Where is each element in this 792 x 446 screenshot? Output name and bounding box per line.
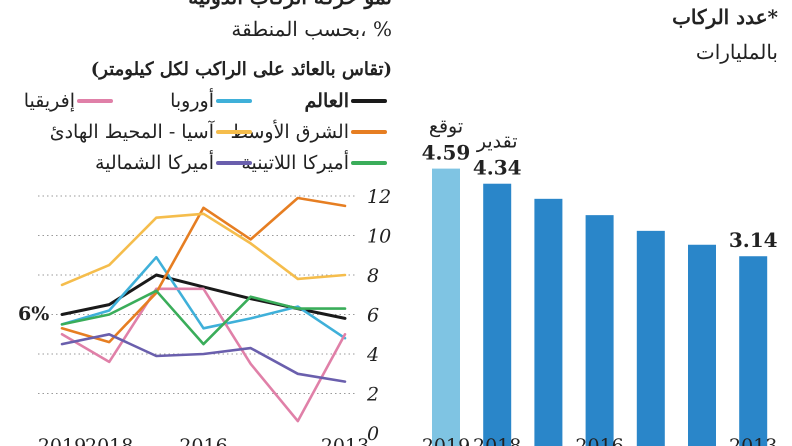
bar-x-tick-label: 2016 [575,435,623,446]
y-tick-label: 2 [366,384,379,406]
bar-value-label: 4.59 [422,141,471,165]
bar [534,198,563,446]
x-tick-label: 2016 [179,435,227,446]
legend-label: أميركا الشمالية [95,149,214,174]
bar-x-tick-label: 2013 [729,435,777,446]
bar-x-tick-label: 2019 [422,435,470,446]
legend-label: آسيا - المحيط الهادئ [50,120,215,143]
left-chart-measure-note: (تقاس بالعائد على الراكب لكل كيلومتر) [91,59,392,80]
y-tick-label: 10 [367,226,391,248]
legend-label: أوروبا [170,87,214,112]
bar [585,215,614,446]
right-chart-title: عدد الركاب* [672,5,778,30]
legend-label: العالم [305,90,349,112]
legend-label: إفريقيا [24,90,75,112]
series-line [60,196,347,344]
x-tick-label: 2013 [321,435,369,446]
bar-note-label: توقع [429,116,463,138]
right-chart-subtitle: بالمليارات [696,40,778,64]
y-tick-label: 0 [367,423,379,445]
bar-value-label: 3.14 [729,228,778,252]
series-line [60,289,347,346]
bar [636,230,665,446]
left-chart-title: نمو حركة الركاب الدولية [188,0,392,10]
bar [483,183,512,446]
y-tick-label: 8 [367,265,379,287]
bar-note-label: تقدير [476,131,518,153]
bar [688,244,716,446]
series-line [60,287,347,423]
x-tick-label: 2019 [38,435,86,446]
series-line [60,255,347,340]
x-tick-label: 2018 [85,435,133,446]
line-chart-plot [60,196,347,423]
series-line [60,332,347,383]
y-tick-label: 6 [367,305,379,327]
bar [432,168,460,446]
bar [739,256,768,446]
y-tick-label: 12 [367,186,391,208]
legend-label: أميركا اللاتينية [241,149,349,174]
bar-chart-plot: 4.59 توقع 4.34 تقدير 3.14 2019 2018 2016 2013 [422,116,778,446]
bar-x-tick-label: 2018 [473,435,521,446]
y-tick-label: 4 [366,344,379,366]
y-axis-6-percent-marker: 6% [18,303,49,325]
left-chart-subtitle: بحسب المنطقة، % [231,17,392,41]
series-line [60,212,347,287]
bar-value-label: 4.34 [473,156,522,180]
